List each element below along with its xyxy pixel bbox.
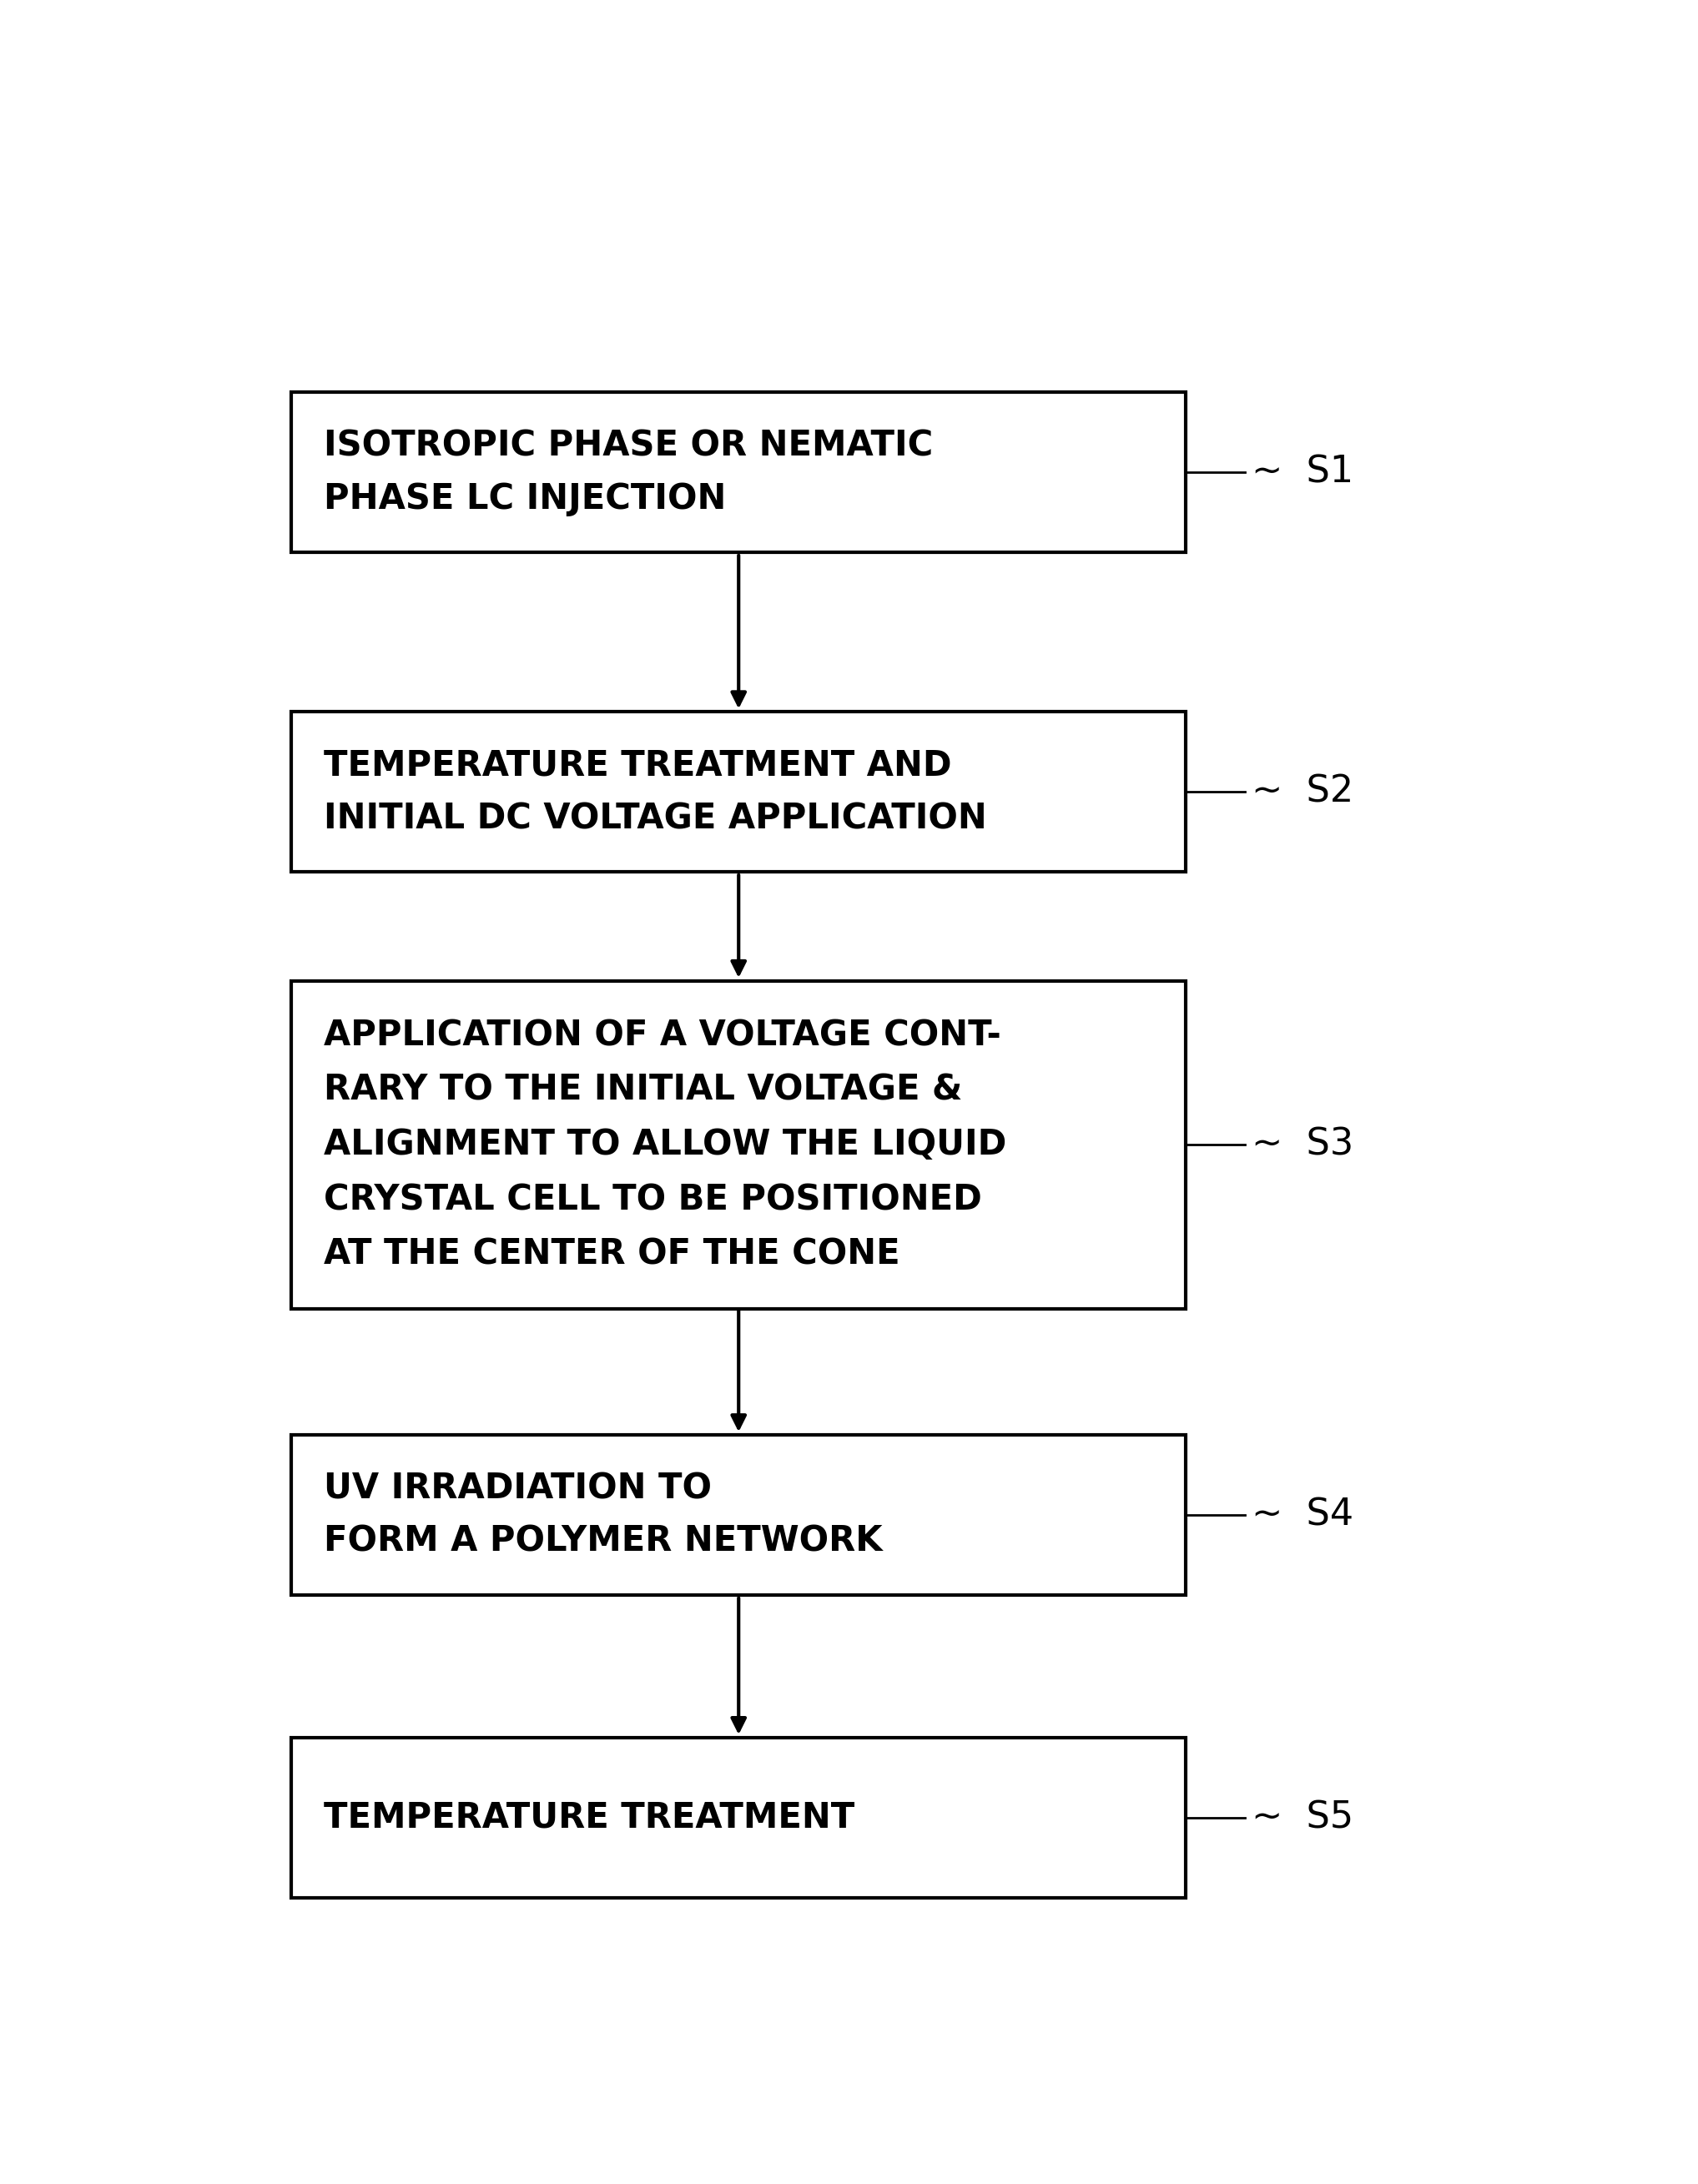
Text: CRYSTAL CELL TO BE POSITIONED: CRYSTAL CELL TO BE POSITIONED bbox=[324, 1182, 981, 1216]
Text: ~  S4: ~ S4 bbox=[1251, 1496, 1353, 1533]
Bar bbox=[292, 1738, 1187, 1898]
Text: ~  S1: ~ S1 bbox=[1251, 454, 1353, 489]
Text: APPLICATION OF A VOLTAGE CONT-: APPLICATION OF A VOLTAGE CONT- bbox=[324, 1018, 1002, 1053]
Bar bbox=[292, 712, 1187, 871]
Text: ISOTROPIC PHASE OR NEMATIC: ISOTROPIC PHASE OR NEMATIC bbox=[324, 428, 934, 463]
Text: UV IRRADIATION TO: UV IRRADIATION TO bbox=[324, 1470, 711, 1505]
Bar bbox=[292, 981, 1187, 1308]
Text: TEMPERATURE TREATMENT AND: TEMPERATURE TREATMENT AND bbox=[324, 747, 953, 782]
Text: RARY TO THE INITIAL VOLTAGE &: RARY TO THE INITIAL VOLTAGE & bbox=[324, 1072, 963, 1107]
Bar bbox=[292, 393, 1187, 553]
Text: ALIGNMENT TO ALLOW THE LIQUID: ALIGNMENT TO ALLOW THE LIQUID bbox=[324, 1127, 1007, 1162]
Text: INITIAL DC VOLTAGE APPLICATION: INITIAL DC VOLTAGE APPLICATION bbox=[324, 802, 987, 836]
Text: TEMPERATURE TREATMENT: TEMPERATURE TREATMENT bbox=[324, 1800, 856, 1835]
Text: FORM A POLYMER NETWORK: FORM A POLYMER NETWORK bbox=[324, 1524, 883, 1559]
Text: ~  S2: ~ S2 bbox=[1251, 773, 1353, 810]
Text: PHASE LC INJECTION: PHASE LC INJECTION bbox=[324, 480, 727, 515]
Text: ~  S3: ~ S3 bbox=[1251, 1127, 1353, 1162]
Bar bbox=[292, 1435, 1187, 1594]
Text: AT THE CENTER OF THE CONE: AT THE CENTER OF THE CONE bbox=[324, 1236, 900, 1271]
Text: ~  S5: ~ S5 bbox=[1251, 1800, 1353, 1835]
